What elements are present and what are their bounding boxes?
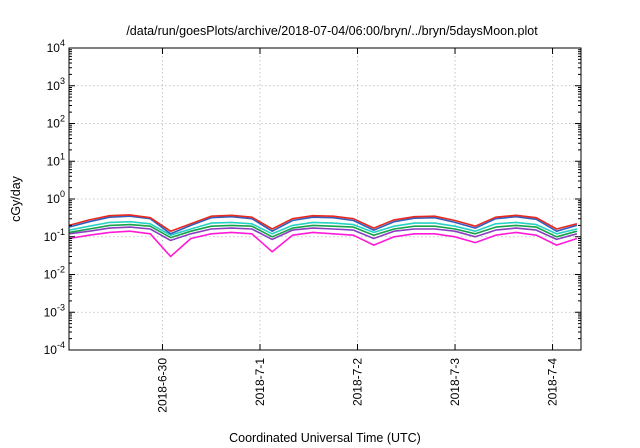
x-tick-labels: 2018-6-30 2018-7-1 2018-7-2 2018-7-3 2018-7-… [155,358,559,413]
series-line [68,214,578,232]
y-tick-label: 10-4 [44,340,65,357]
y-tick-exponent: -1 [57,227,65,237]
y-axis-label: cGy/day [9,175,23,222]
y-tick-base: 10 [47,154,61,168]
y-tick-exponent: 0 [60,189,65,199]
y-tick-base: 10 [44,230,58,244]
series-line [68,230,578,258]
y-tick-exponent: 1 [60,151,65,161]
y-tick-label: 100 [47,189,65,206]
y-tick-base: 10 [44,343,58,357]
y-tick-base: 10 [47,192,61,206]
y-tick-label: 10-1 [44,227,65,244]
x-tick-label: 2018-7-1 [253,358,267,406]
y-tick-exponent: -4 [57,340,65,350]
y-tick-label: 10-2 [44,265,65,282]
x-tick-label: 2018-6-30 [155,358,169,413]
y-tick-base: 10 [47,79,61,93]
y-tick-exponent: 3 [60,76,65,86]
axis-ticks [69,47,581,351]
x-tick-label: 2018-7-2 [351,358,365,406]
series-line [68,223,578,239]
series-line [68,220,578,236]
y-tick-base: 10 [44,268,58,282]
y-tick-label: 104 [47,38,65,55]
grid [69,48,581,350]
y-tick-base: 10 [47,117,61,131]
y-tick-exponent: 4 [60,38,65,48]
y-tick-label: 10-3 [44,302,65,319]
x-tick-label: 2018-7-4 [546,358,560,406]
x-tick-label: 2018-7-3 [448,358,462,406]
y-tick-label: 103 [47,76,65,93]
y-tick-base: 10 [47,41,61,55]
y-tick-exponent: -3 [57,302,65,312]
y-tick-exponent: -2 [57,265,65,275]
chart-title: /data/run/goesPlots/archive/2018-07-04/0… [126,24,538,38]
series-line [68,226,578,242]
y-tick-exponent: 2 [60,114,65,124]
y-tick-base: 10 [44,305,58,319]
x-axis-label: Coordinated Universal Time (UTC) [229,431,421,445]
series-group [68,214,578,258]
y-tick-label: 102 [47,114,65,131]
y-tick-label: 101 [47,151,65,168]
series-line [68,215,578,235]
